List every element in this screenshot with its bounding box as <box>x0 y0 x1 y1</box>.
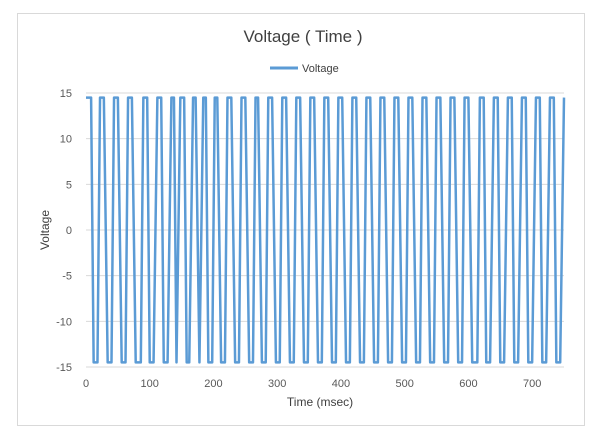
y-tick-label: 15 <box>60 88 72 100</box>
y-axis-title: Voltage <box>38 210 52 250</box>
chart-title: Voltage ( Time ) <box>243 27 362 46</box>
x-tick-label: 300 <box>268 378 286 390</box>
y-tick-label: -10 <box>56 316 72 328</box>
x-axis-ticks: 0 100 200 300 400 500 600 700 <box>83 378 541 390</box>
x-tick-label: 100 <box>141 378 159 390</box>
y-axis-ticks: -15 -10 -5 0 5 10 15 <box>56 88 72 374</box>
legend: Voltage <box>270 63 339 75</box>
x-tick-label: 400 <box>332 378 350 390</box>
y-tick-label: 0 <box>66 225 72 237</box>
y-tick-label: -5 <box>62 271 72 283</box>
legend-label-voltage: Voltage <box>302 63 339 75</box>
x-tick-label: 500 <box>395 378 413 390</box>
x-tick-label: 200 <box>204 378 222 390</box>
x-tick-label: 700 <box>523 378 541 390</box>
x-axis-title: Time (msec) <box>287 395 353 409</box>
x-tick-label: 600 <box>459 378 477 390</box>
y-tick-label: 5 <box>66 179 72 191</box>
x-tick-label: 0 <box>83 378 89 390</box>
series-layer <box>86 96 566 364</box>
series-line-0 <box>86 96 566 364</box>
y-tick-label: -15 <box>56 362 72 374</box>
y-tick-label: 10 <box>60 134 72 146</box>
